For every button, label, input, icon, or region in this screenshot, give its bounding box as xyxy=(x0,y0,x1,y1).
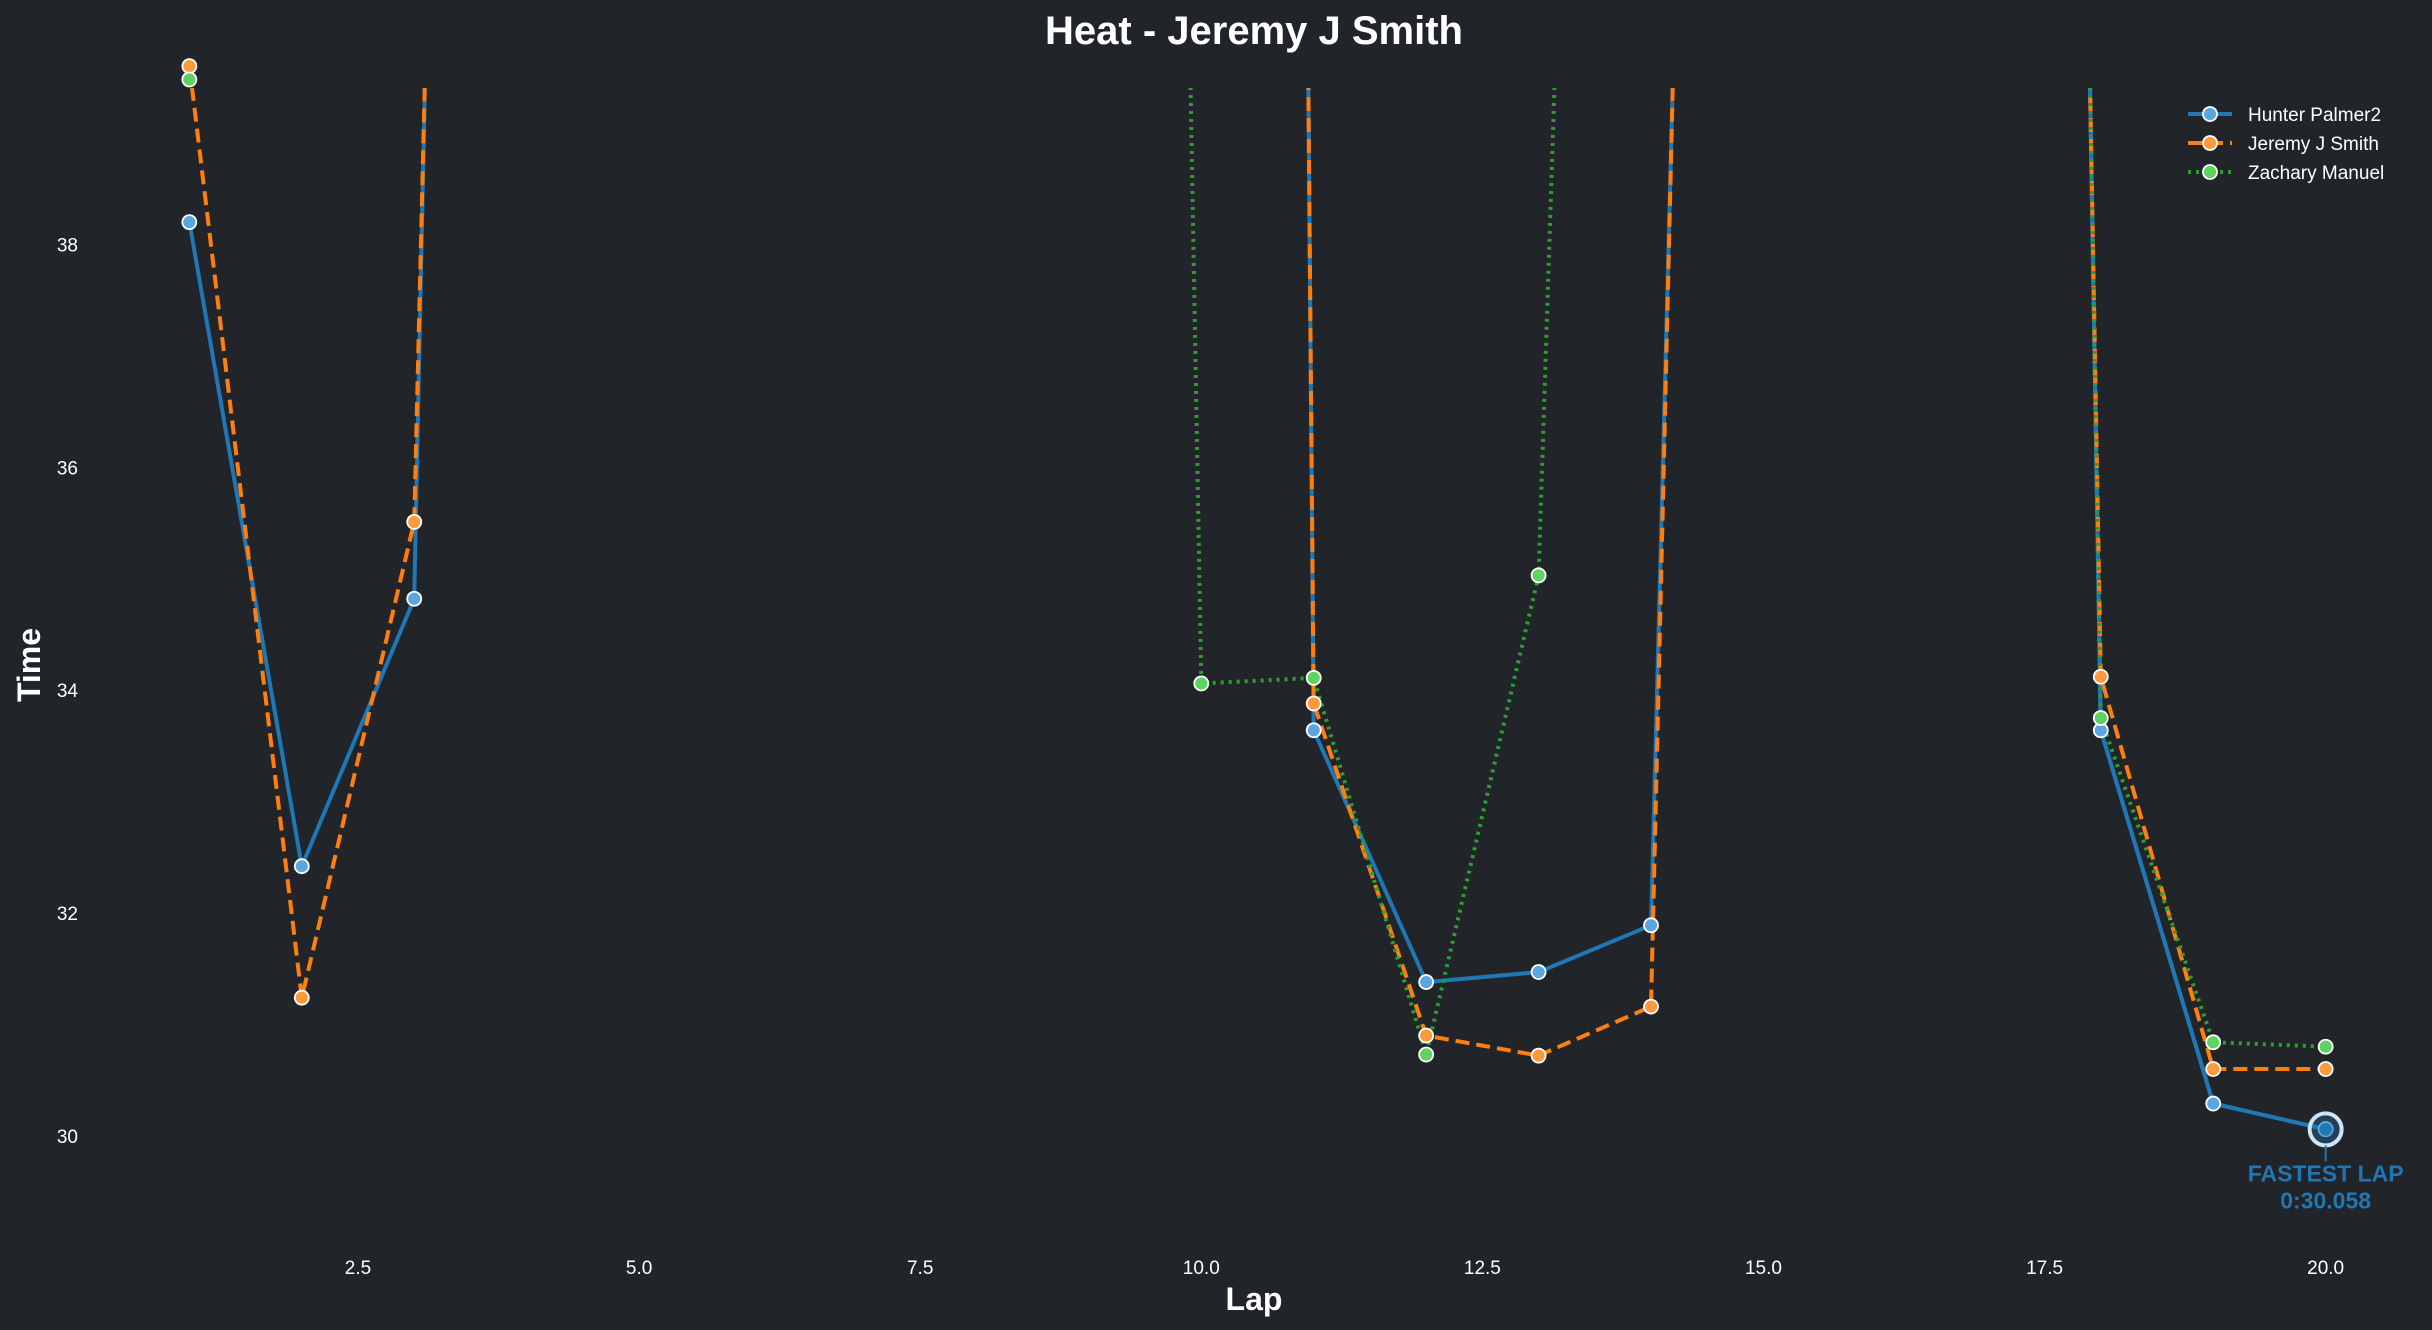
data-point-1 xyxy=(181,58,198,75)
legend-marker-0 xyxy=(2202,106,2218,122)
series-line-2 xyxy=(2088,88,2326,1049)
legend-label: Zachary Manuel xyxy=(2248,163,2384,184)
data-point-2 xyxy=(1305,669,1322,686)
legend-label: Hunter Palmer2 xyxy=(2248,105,2381,126)
data-point-0 xyxy=(1418,974,1435,990)
series-line-1 xyxy=(2088,88,2326,1071)
data-point-2 xyxy=(2092,710,2109,726)
data-point-1 xyxy=(1643,998,1659,1015)
data-point-0 xyxy=(1530,964,1547,980)
data-point-0 xyxy=(406,590,423,607)
data-point-0 xyxy=(293,858,310,875)
data-point-2 xyxy=(2317,1038,2334,1055)
series-line-1 xyxy=(190,88,427,1000)
x-tick-label: 20.0 xyxy=(2307,1258,2344,1279)
x-tick-label: 5.0 xyxy=(626,1258,652,1279)
legend-marker-1 xyxy=(2202,135,2218,151)
fastest-lap-value: 0:30.058 xyxy=(2280,1187,2371,1213)
data-point-1 xyxy=(1418,1027,1435,1044)
fastest-lap-point xyxy=(2317,1121,2334,1138)
series-lines xyxy=(187,88,2327,1132)
data-point-2 xyxy=(1530,567,1547,584)
x-axis-title: Lap xyxy=(1226,1281,1283,1317)
data-point-0 xyxy=(181,214,198,231)
data-point-1 xyxy=(1530,1047,1547,1064)
series-line-2 xyxy=(1188,88,1557,1057)
chart-title: Heat - Jeremy J Smith xyxy=(1045,9,1463,53)
x-tick-label: 15.0 xyxy=(1745,1258,1782,1279)
data-point-1 xyxy=(2317,1061,2334,1077)
x-tick-label: 7.5 xyxy=(907,1258,933,1279)
legend-marker-2 xyxy=(2202,164,2218,180)
data-point-0 xyxy=(1305,722,1322,739)
y-tick-label: 34 xyxy=(57,681,79,702)
x-tick-label: 2.5 xyxy=(345,1258,371,1279)
data-point-2 xyxy=(2205,1034,2222,1051)
series-line-1 xyxy=(1306,88,1675,1058)
data-point-1 xyxy=(1305,695,1322,712)
legend-label: Jeremy J Smith xyxy=(2248,134,2379,155)
y-tick-label: 32 xyxy=(57,904,78,925)
data-point-1 xyxy=(2092,668,2109,685)
data-point-1 xyxy=(406,513,423,530)
data-point-2 xyxy=(181,71,198,88)
legend: Hunter Palmer2 Jeremy J Smith Zachary Manu… xyxy=(2188,105,2384,184)
data-point-1 xyxy=(293,989,310,1006)
y-axis-title: Time xyxy=(11,628,47,702)
x-tick-label: 10.0 xyxy=(1183,1258,1220,1279)
y-tick-label: 30 xyxy=(57,1127,78,1148)
y-tick-label: 38 xyxy=(57,235,78,256)
data-point-0 xyxy=(2205,1095,2222,1112)
data-point-1 xyxy=(2205,1061,2222,1077)
data-point-2 xyxy=(1193,675,1210,692)
data-point-0 xyxy=(1643,917,1659,934)
series-line-0 xyxy=(2088,88,2327,1132)
y-tick-label: 36 xyxy=(57,458,78,479)
fastest-lap-label: FASTEST LAP xyxy=(2248,1160,2404,1186)
series-line-0 xyxy=(187,88,2327,1132)
plot-area: 2.5 5.0 7.5 10.0 12.5 15.0 17.5 20.0 30 32 34 36 38 F… xyxy=(57,58,2404,1279)
x-tick-label: 17.5 xyxy=(2026,1258,2063,1279)
x-tick-label: 12.5 xyxy=(1464,1258,1501,1279)
data-point-2 xyxy=(1418,1046,1435,1063)
